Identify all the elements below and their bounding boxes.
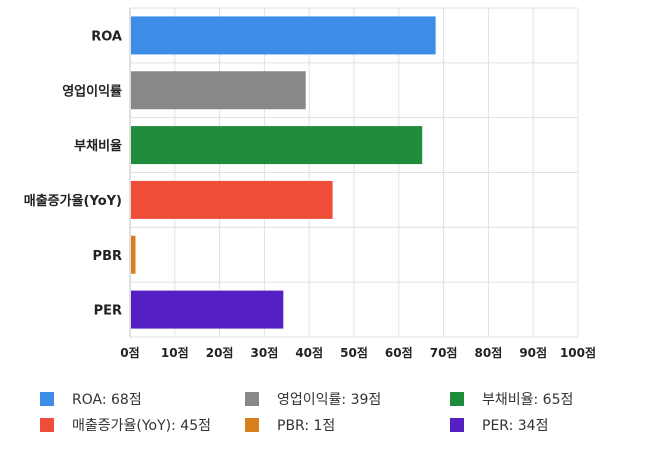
x-tick-label: 20점: [206, 345, 234, 360]
category-label: 매출증가율(YoY): [24, 193, 122, 209]
legend-label: ROA: 68점: [72, 392, 142, 408]
legend-label: PBR: 1점: [277, 418, 336, 434]
legend-item[interactable]: 매출증가율(YoY): 45점: [40, 414, 211, 436]
bar[interactable]: [131, 235, 136, 274]
category-label: PER: [94, 304, 122, 319]
legend-swatch: [450, 392, 464, 406]
category-label: 부채비율: [74, 138, 122, 154]
bar[interactable]: [131, 71, 306, 110]
legend-item[interactable]: PER: 34점: [450, 414, 548, 436]
legend-swatch: [40, 392, 54, 406]
legend-swatch: [40, 418, 54, 432]
legend-item[interactable]: 부채비율: 65점: [450, 388, 573, 410]
x-tick-label: 70점: [430, 345, 458, 360]
x-tick-label: 100점: [560, 345, 596, 360]
x-tick-label: 10점: [161, 345, 189, 360]
category-label: PBR: [93, 249, 122, 264]
x-tick-label: 90점: [519, 345, 547, 360]
x-tick-labels: 0점 10점 20점 30점 40점 50점 60점 70점 80점 90점 100점: [120, 345, 596, 360]
category-label: 영업이익률: [62, 83, 122, 99]
x-tick-label: 60점: [385, 345, 413, 360]
x-tick-label: 40점: [295, 345, 323, 360]
x-tick-label: 80점: [475, 345, 503, 360]
legend-item[interactable]: 영업이익률: 39점: [245, 388, 381, 410]
bars: [131, 16, 436, 329]
x-tick-label: 0점: [120, 345, 139, 360]
legend-swatch: [245, 392, 259, 406]
legend-swatch: [450, 418, 464, 432]
category-label: ROA: [91, 29, 122, 44]
bar[interactable]: [131, 290, 284, 329]
grid-lines: [129, 7, 579, 338]
bar[interactable]: [131, 126, 423, 165]
legend-label: PER: 34점: [482, 418, 549, 434]
legend-item[interactable]: ROA: 68점: [40, 388, 142, 410]
x-tick-label: 50점: [340, 345, 368, 360]
legend-label: 매출증가율(YoY): 45점: [72, 418, 211, 434]
bar[interactable]: [131, 16, 436, 55]
legend-label: 부채비율: 65점: [482, 392, 574, 408]
bar[interactable]: [131, 180, 333, 219]
legend-label: 영업이익률: 39점: [277, 392, 382, 408]
legend-item[interactable]: PBR: 1점: [245, 414, 335, 436]
legend-swatch: [245, 418, 259, 432]
x-tick-label: 30점: [251, 345, 279, 360]
